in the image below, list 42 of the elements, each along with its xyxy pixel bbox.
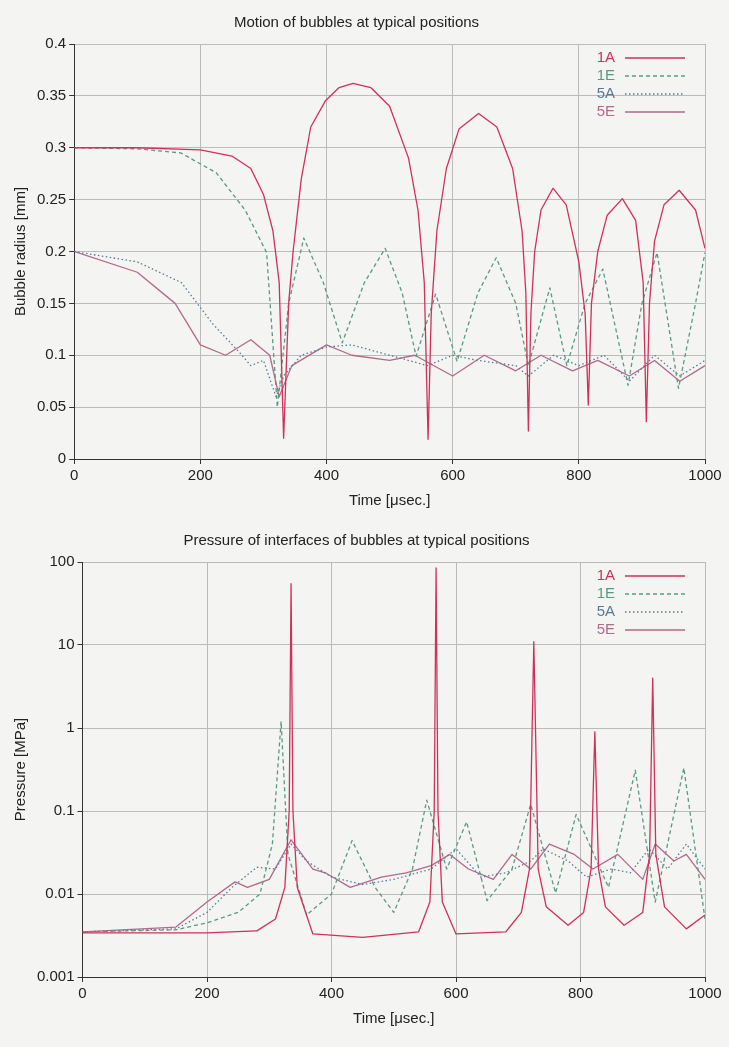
x-tick-label: 800	[566, 466, 592, 484]
y-tick-label: 0.001	[36, 967, 75, 985]
x-tick-label: 1000	[688, 984, 722, 1002]
chart-title: Pressure of interfaces of bubbles at typical positions	[183, 531, 530, 549]
y-axis-title: Bubble radius [mm]	[11, 186, 29, 317]
y-tick-label: 0.1	[45, 345, 67, 363]
x-tick-label: 800	[567, 984, 594, 1002]
x-tick-label: 600	[443, 984, 469, 1002]
x-tick-label: 200	[187, 466, 213, 484]
y-tick-label: 0.4	[45, 34, 67, 52]
y-tick-label: 0.35	[36, 86, 67, 104]
y-axis-title: Pressure [MPa]	[11, 717, 29, 822]
x-tick-label: 1000	[688, 466, 722, 484]
y-tick-label: 1	[66, 718, 75, 736]
x-axis-title: Time [μsec.]	[348, 491, 431, 509]
y-tick-label: 0.01	[45, 884, 75, 902]
legend-label: 5E	[596, 620, 615, 638]
legend-label: 1E	[596, 584, 615, 602]
x-tick-label: 400	[314, 466, 340, 484]
line-series	[82, 720, 705, 933]
y-tick-label: 0.25	[36, 189, 67, 207]
y-tick-label: 0.05	[36, 397, 67, 415]
line-series	[74, 250, 705, 398]
x-tick-label: 0	[78, 984, 87, 1002]
legend-label: 5A	[596, 602, 615, 620]
y-tick-label: 10	[57, 635, 75, 653]
legend-label: 5E	[596, 102, 615, 120]
legend-label: 1A	[596, 566, 615, 584]
y-tick-label: 0.15	[36, 293, 67, 311]
x-tick-label: 200	[194, 984, 220, 1002]
y-tick-label: 100	[49, 552, 75, 570]
x-tick-label: 400	[319, 984, 345, 1002]
y-tick-label: 0.1	[53, 801, 75, 819]
legend-label: 5A	[596, 84, 615, 102]
y-tick-label: 0.2	[45, 241, 67, 259]
legend-label: 1E	[596, 66, 615, 84]
y-tick-label: 0	[57, 449, 67, 467]
legend-label: 1A	[596, 48, 615, 66]
y-tick-label: 0.3	[45, 137, 67, 155]
chart-title: Motion of bubbles at typical positions	[233, 13, 480, 31]
x-axis-title: Time [μsec.]	[353, 1009, 435, 1027]
x-tick-label: 600	[440, 466, 466, 484]
